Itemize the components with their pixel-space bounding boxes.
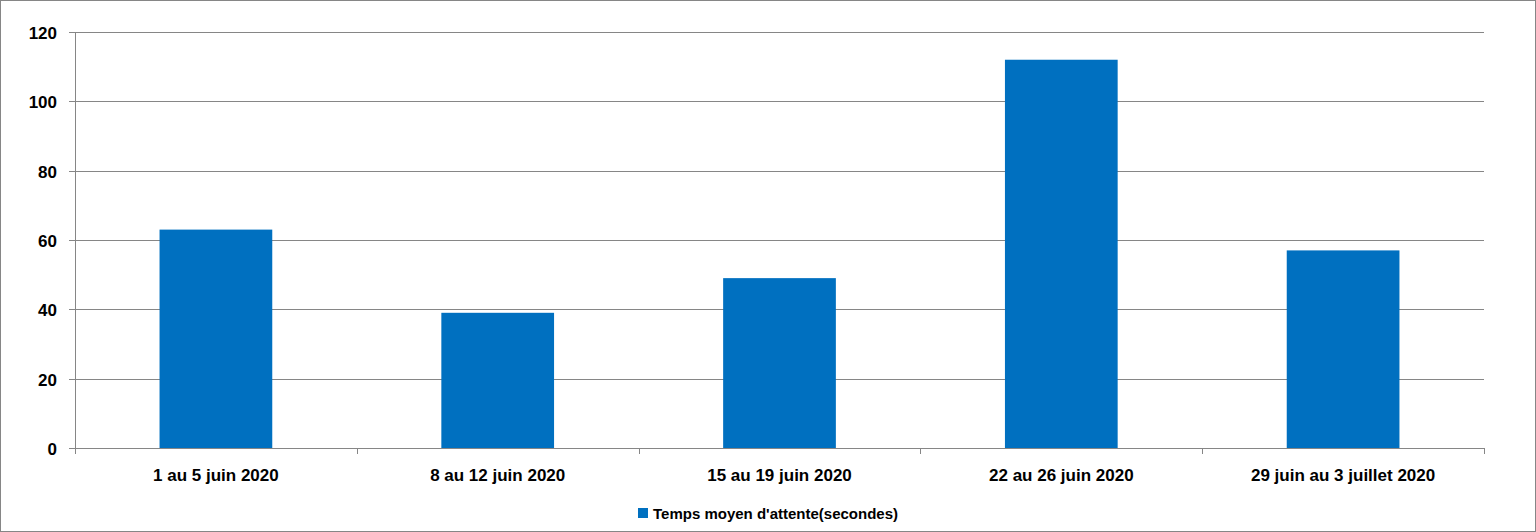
bars: [160, 60, 1400, 448]
y-tick-label: 60: [38, 232, 57, 251]
grid-line: [75, 448, 1484, 449]
legend: Temps moyen d'attente(secondes): [638, 505, 898, 522]
x-tick: [1202, 448, 1203, 454]
x-axis: [75, 448, 1484, 449]
x-tick: [75, 448, 76, 454]
grid-line: [75, 240, 1484, 241]
legend-label: Temps moyen d'attente(secondes): [653, 505, 898, 522]
x-tick-label: 22 au 26 juin 2020: [989, 466, 1134, 485]
grid-line: [75, 171, 1484, 172]
x-tick-label: 15 au 19 juin 2020: [707, 466, 852, 485]
bar: [441, 313, 554, 448]
y-tick: [69, 448, 75, 449]
y-tick: [69, 171, 75, 172]
y-tick: [69, 379, 75, 380]
y-tick-label: 20: [38, 371, 57, 390]
chart-container: 0 20 40 60 80 100 120 1 au 5 juin 2020 8 au 12 j…: [0, 0, 1536, 532]
legend-swatch: [638, 508, 648, 518]
x-tick: [639, 448, 640, 454]
y-tick: [69, 101, 75, 102]
y-tick: [69, 240, 75, 241]
bar: [1005, 60, 1118, 448]
x-tick: [357, 448, 358, 454]
chart-svg: 0 20 40 60 80 100 120 1 au 5 juin 2020 8 au 12 j…: [0, 0, 1536, 532]
y-tick-label: 80: [38, 163, 57, 182]
y-tick-label: 0: [48, 440, 57, 459]
y-tick: [69, 32, 75, 33]
x-tick-label: 29 juin au 3 juillet 2020: [1251, 466, 1435, 485]
y-tick-label: 40: [38, 301, 57, 320]
x-tick-label: 1 au 5 juin 2020: [153, 466, 279, 485]
x-tick: [1484, 448, 1485, 454]
y-tick-label: 100: [29, 93, 57, 112]
bar: [160, 230, 273, 448]
grid-line: [75, 32, 1484, 33]
bar: [723, 278, 836, 448]
x-tick: [920, 448, 921, 454]
y-tick: [69, 309, 75, 310]
grid-line: [75, 101, 1484, 102]
bar: [1287, 250, 1400, 448]
chart-frame: [1, 1, 1536, 532]
y-axis: [75, 32, 76, 448]
y-tick-label: 120: [29, 24, 57, 43]
x-tick-label: 8 au 12 juin 2020: [430, 466, 565, 485]
